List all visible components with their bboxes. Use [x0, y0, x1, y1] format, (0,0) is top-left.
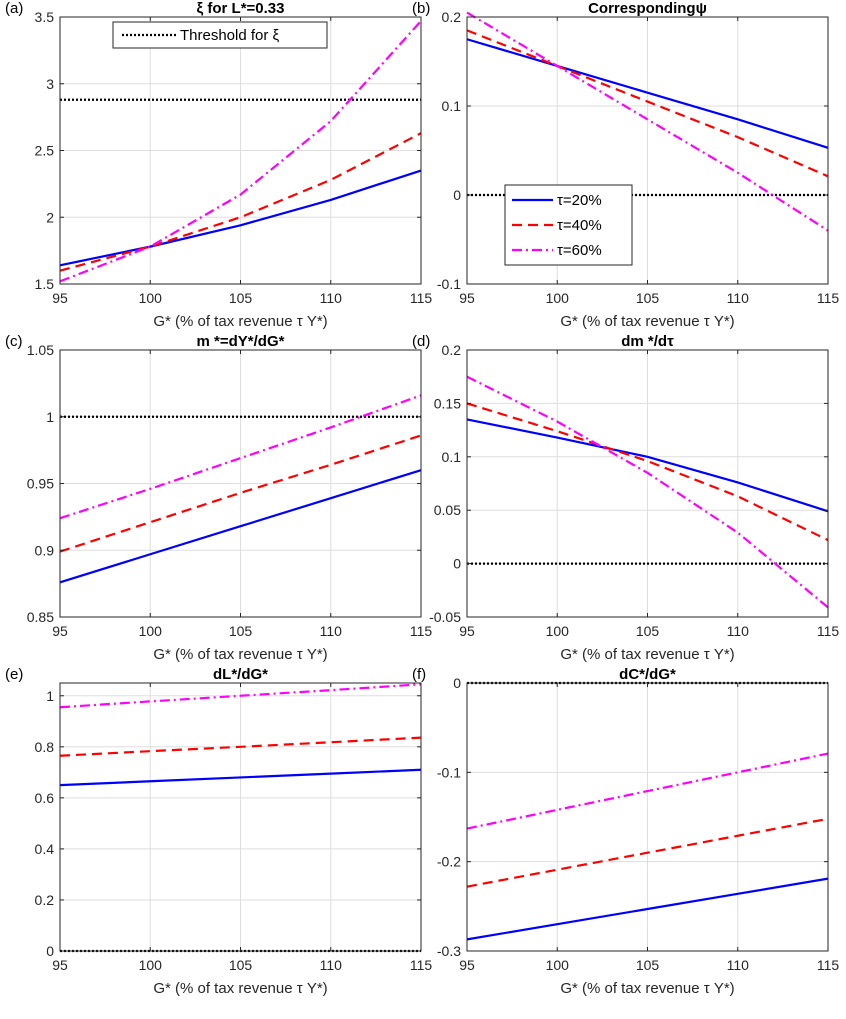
- panel-a: 95 100 105 110 115 1.5 2 2.5 3 3.5 ξ for L*=0.33 (a…: [5, 0, 432, 330]
- x-tick-label: 100: [139, 957, 163, 973]
- panel-label: (a): [5, 0, 23, 17]
- y-tick-label: -0.1: [437, 764, 461, 780]
- legend-box: [112, 21, 328, 49]
- legend-box: [504, 184, 633, 266]
- y-tick-label: -0.05: [429, 609, 461, 625]
- x-tick-label: 115: [410, 290, 433, 306]
- y-tick-label: 1: [46, 409, 54, 425]
- y-tick-label: -0.2: [437, 854, 461, 870]
- x-tick-label: 95: [52, 290, 68, 306]
- y-tick-label: 0: [46, 943, 54, 959]
- legend-entry: τ=40%: [557, 217, 602, 234]
- y-tick-label: 0.1: [442, 449, 462, 465]
- legend-entry: τ=60%: [557, 242, 602, 259]
- x-tick-label: 95: [459, 957, 475, 973]
- x-axis-label: G* (% of tax revenue τ Y*): [560, 313, 734, 330]
- panel-b: 95 100 105 110 115-0.100.10.2 Correspondingψ(…: [412, 0, 839, 330]
- y-tick-label: 0.8: [35, 739, 55, 755]
- x-axis-label: G* (% of tax revenue τ Y*): [153, 646, 327, 663]
- y-tick-label: 0.2: [442, 9, 462, 25]
- x-tick-label: 115: [410, 623, 433, 639]
- x-axis-label: G* (% of tax revenue τ Y*): [153, 313, 327, 330]
- y-tick-label: 3.5: [35, 9, 55, 25]
- x-tick-label: 105: [229, 623, 253, 639]
- x-tick-label: 95: [459, 623, 475, 639]
- x-tick-label: 100: [546, 623, 570, 639]
- y-tick-label: 0.9: [35, 542, 55, 558]
- panel-title: m *=dY*/dG*: [197, 333, 285, 350]
- x-tick-label: 95: [52, 623, 68, 639]
- y-tick-label: 0.4: [35, 841, 55, 857]
- y-tick-label: 2.5: [35, 143, 55, 159]
- x-tick-label: 110: [320, 290, 343, 306]
- y-tick-label: 2: [46, 209, 54, 225]
- y-tick-label: -0.1: [437, 276, 461, 292]
- y-tick-label: 0.05: [434, 502, 461, 518]
- x-tick-label: 115: [410, 957, 433, 973]
- x-tick-label: 110: [727, 623, 750, 639]
- x-tick-label: 100: [139, 623, 163, 639]
- panel-title: dC*/dG*: [619, 666, 676, 683]
- x-axis-label: G* (% of tax revenue τ Y*): [560, 980, 734, 997]
- x-tick-label: 115: [817, 290, 840, 306]
- panel-label: (e): [5, 666, 23, 683]
- x-tick-label: 100: [546, 290, 570, 306]
- x-tick-label: 100: [139, 290, 163, 306]
- series-line-tau-3: [59, 394, 422, 520]
- panel-title: Correspondingψ: [588, 0, 707, 17]
- panel-label: (b): [412, 0, 430, 17]
- y-tick-label: 1.05: [27, 342, 54, 358]
- panel-title: dm */dτ: [621, 333, 674, 350]
- y-tick-label: 0: [453, 187, 461, 203]
- y-tick-label: 3: [46, 76, 54, 92]
- legend: Threshold for ξ: [112, 21, 328, 49]
- y-tick-label: 0.95: [27, 476, 54, 492]
- y-tick-label: 0.85: [27, 609, 54, 625]
- legend-entry: τ=20%: [557, 192, 602, 209]
- panel-c: 95 100 105 110 115 0.85 0.9 0.95 1 1.05 m *=dY*/dG…: [5, 333, 432, 663]
- y-tick-label: 0.15: [434, 395, 461, 411]
- x-tick-label: 115: [817, 957, 840, 973]
- y-tick-label: -0.3: [437, 943, 461, 959]
- panel-label: (f): [412, 666, 426, 683]
- x-tick-label: 105: [229, 290, 253, 306]
- x-tick-label: 105: [636, 290, 660, 306]
- legend-entry: Threshold for ξ: [180, 27, 280, 44]
- x-tick-label: 110: [727, 290, 750, 306]
- panel-label: (c): [5, 333, 23, 350]
- panel-f: 95 100 105 110 115-0.3-0.2-0.10 dC*/dG*(f)G* …: [412, 666, 839, 997]
- panel-title: ξ for L*=0.33: [197, 0, 285, 17]
- y-tick-label: 0.1: [442, 98, 462, 114]
- y-tick-label: 0.2: [35, 892, 55, 908]
- x-tick-label: 100: [546, 957, 570, 973]
- x-tick-label: 105: [636, 623, 660, 639]
- y-tick-label: 0.6: [35, 790, 55, 806]
- y-tick-label: 1: [46, 688, 54, 704]
- x-axis-label: G* (% of tax revenue τ Y*): [560, 646, 734, 663]
- x-tick-label: 95: [459, 290, 475, 306]
- x-tick-label: 110: [727, 957, 750, 973]
- x-axis-label: G* (% of tax revenue τ Y*): [153, 980, 327, 997]
- panel-title: dL*/dG*: [213, 666, 268, 683]
- panel-e: 95 100 105 110 115 0 0.2 0.4 0.6 0.8 1 dL*/dG* (e) G*…: [5, 666, 432, 997]
- x-tick-label: 105: [636, 957, 660, 973]
- y-tick-label: 0.2: [442, 342, 462, 358]
- legend: τ=20% τ=40% τ=60%: [504, 184, 633, 266]
- y-tick-label: 1.5: [35, 276, 55, 292]
- x-tick-label: 105: [229, 957, 253, 973]
- x-tick-label: 110: [320, 623, 343, 639]
- x-tick-label: 115: [817, 623, 840, 639]
- x-tick-label: 95: [52, 957, 68, 973]
- x-tick-label: 110: [320, 957, 343, 973]
- y-tick-label: 0: [453, 675, 461, 691]
- panel-label: (d): [412, 333, 430, 350]
- y-tick-label: 0: [453, 556, 461, 572]
